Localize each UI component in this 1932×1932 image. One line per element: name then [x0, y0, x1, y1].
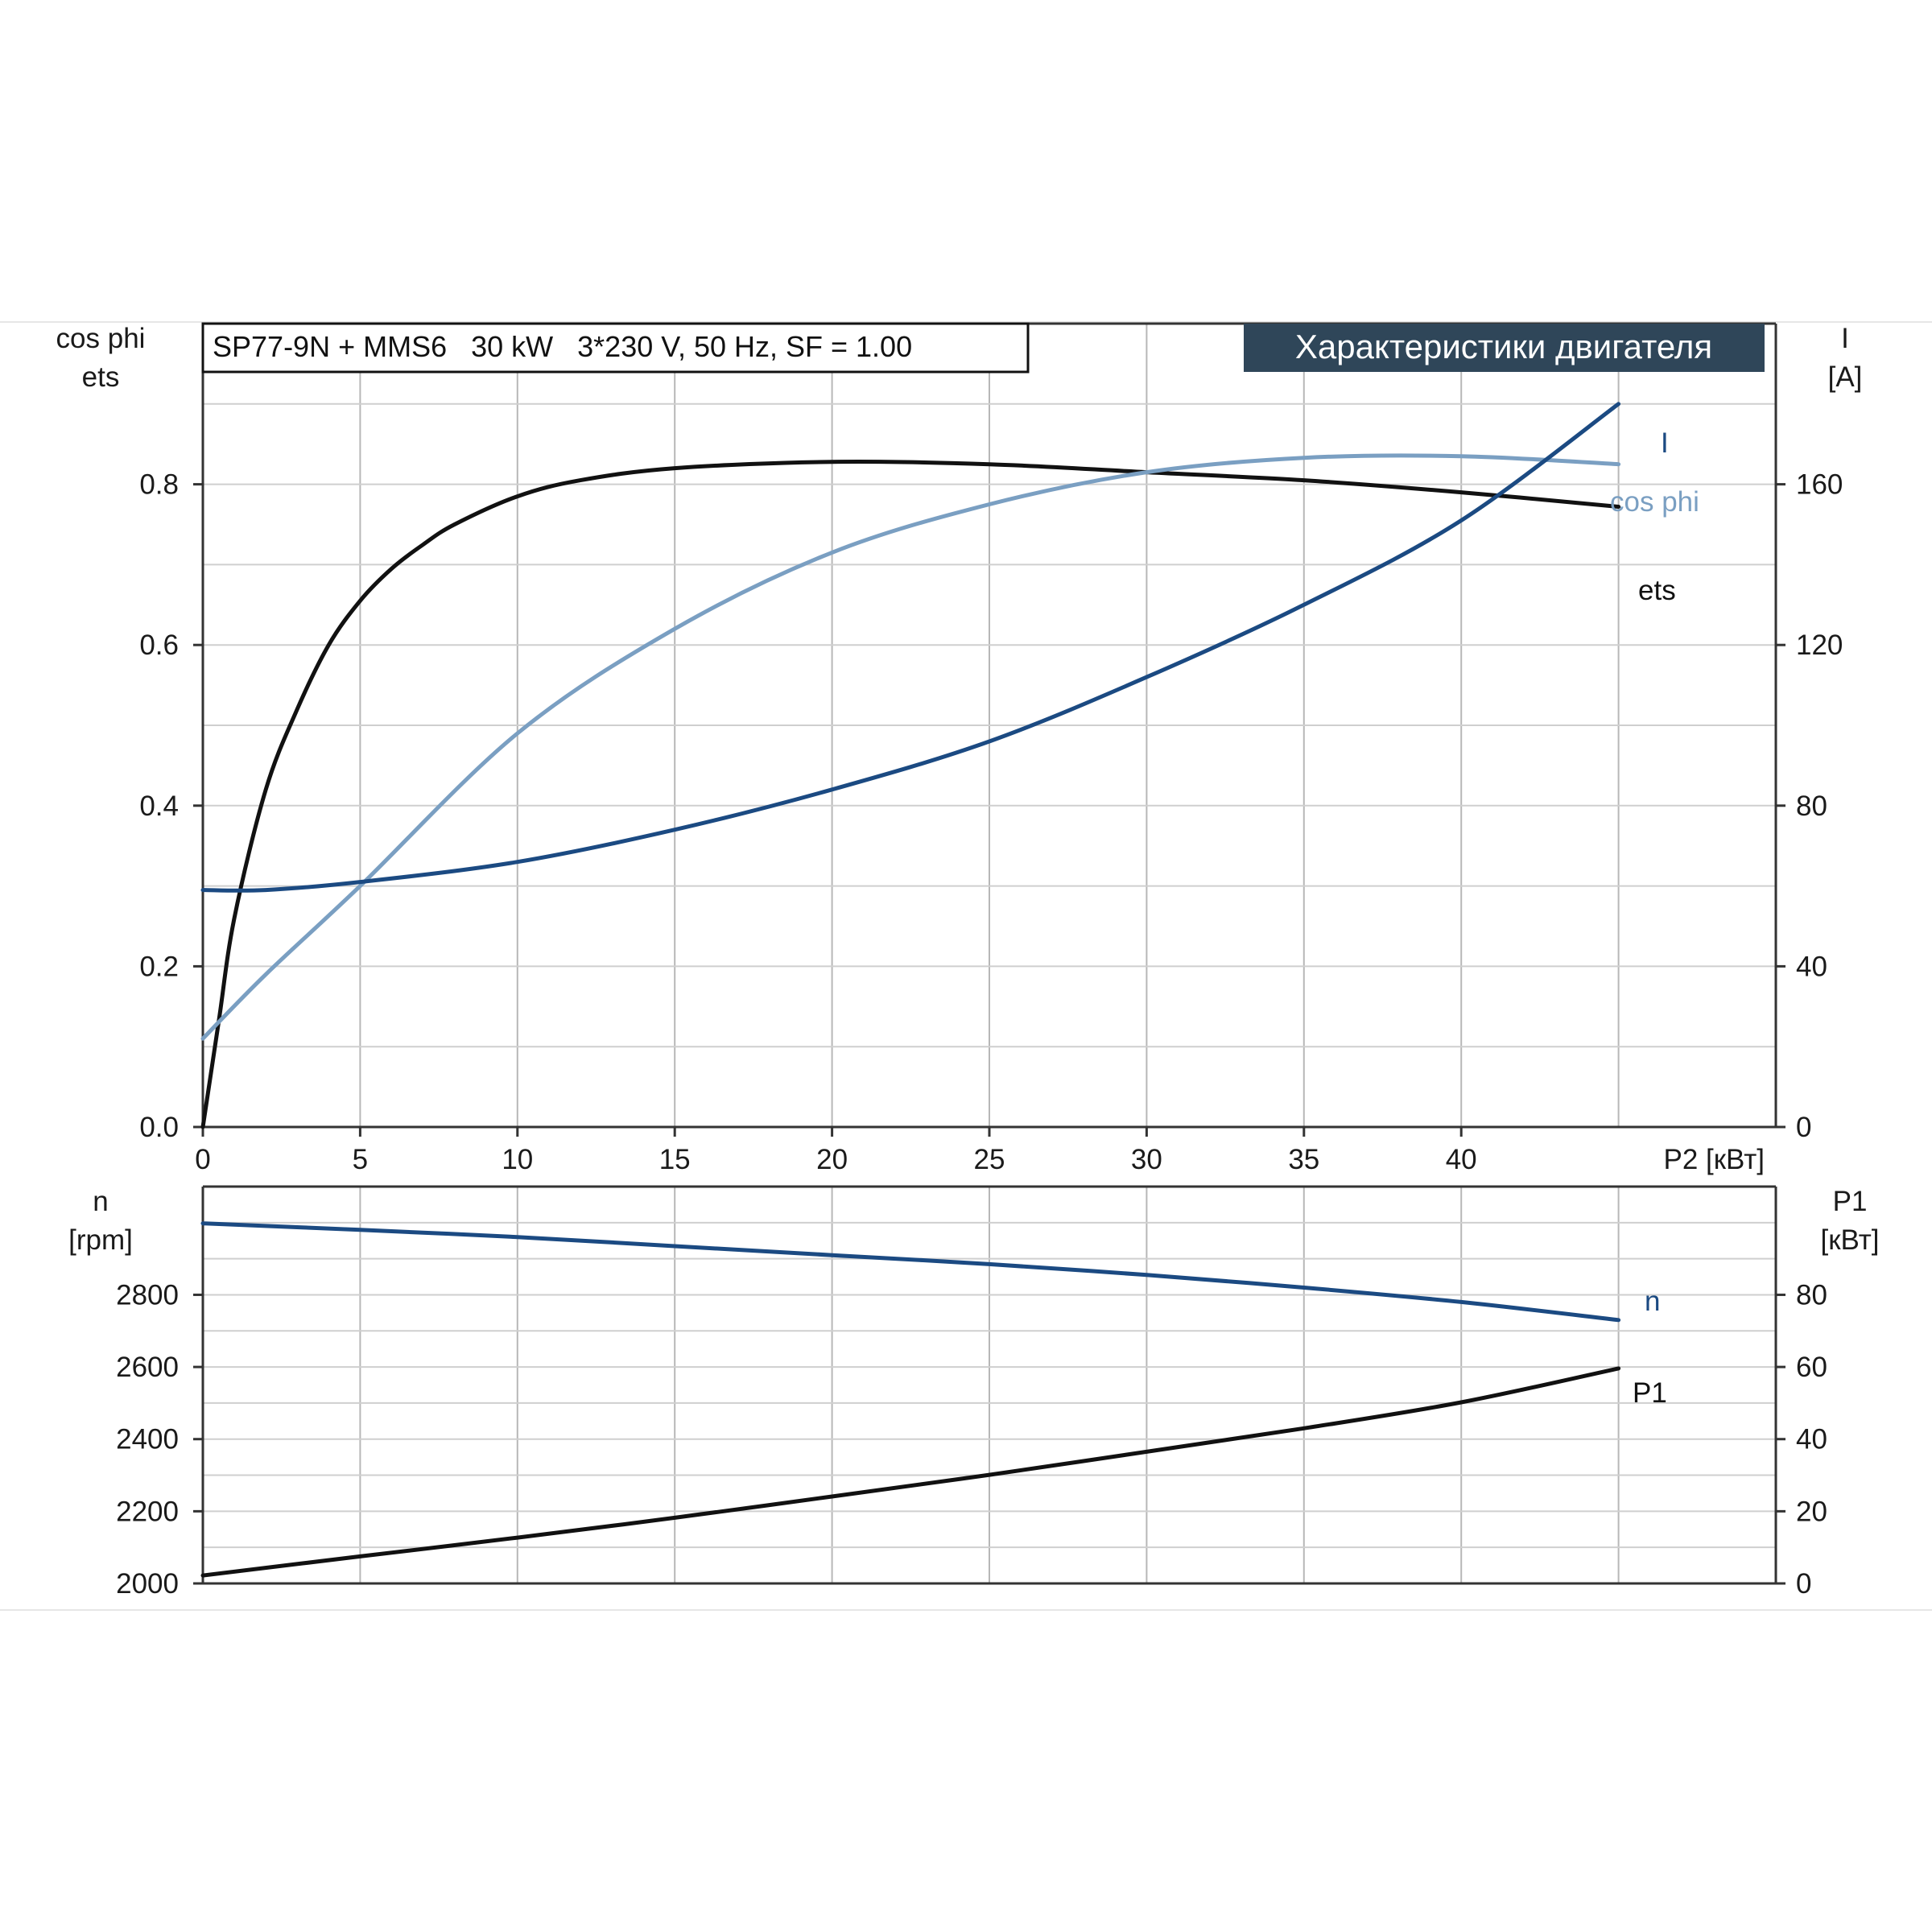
curve-label-cos-phi: cos phi — [1610, 486, 1699, 518]
upper-x-tick-label: 30 — [1131, 1144, 1162, 1175]
upper-right-tick-label: 0 — [1796, 1112, 1811, 1143]
upper-left-tick-label: 0.0 — [139, 1112, 179, 1143]
upper-grid — [201, 322, 1777, 1129]
lower-right-tick-label: 40 — [1796, 1424, 1827, 1455]
upper-right-tick-label: 160 — [1796, 469, 1843, 501]
lower-right-tick-label: 0 — [1796, 1568, 1811, 1600]
lower-right-tick-label: 80 — [1796, 1279, 1827, 1311]
lower-series-p1-line — [200, 1366, 1621, 1578]
upper-x-tick-label: 35 — [1288, 1144, 1319, 1175]
upper-x-axis-label: P2 [кВт] — [1663, 1144, 1765, 1175]
curve-label-ets: ets — [1638, 575, 1676, 606]
curve-label-I: I — [1661, 427, 1669, 459]
upper-x-tick-label: 0 — [195, 1144, 210, 1175]
upper-left-tick-label: 0.6 — [139, 630, 179, 661]
upper-x-tick-label: 15 — [659, 1144, 691, 1175]
lower-right-axis-label-1: P1 — [1833, 1186, 1868, 1217]
curve-label-n: n — [1645, 1286, 1660, 1317]
lower-left-axis-label-1: n — [93, 1186, 108, 1217]
lower-series-n-line — [200, 1221, 1621, 1323]
model-label: SP77-9N + MMS6 30 kW 3*230 V, 50 Hz, SF … — [213, 330, 912, 363]
lower-left-tick-label: 2800 — [116, 1279, 179, 1311]
chart-title: Характеристики двигателя — [1295, 328, 1712, 365]
upper-series-cos-phi-line — [200, 453, 1621, 1041]
lower-left-tick-label: 2400 — [116, 1424, 179, 1455]
upper-right-axis-label-2: [A] — [1828, 361, 1863, 393]
upper-series-i-line — [200, 402, 1621, 893]
lower-right-axis-label-2: [кВт] — [1821, 1224, 1880, 1256]
upper-x-tick-label: 10 — [502, 1144, 533, 1175]
upper-right-tick-label: 120 — [1796, 630, 1843, 661]
upper-series — [200, 402, 1621, 1129]
title-box — [1244, 324, 1765, 372]
lower-right-tick-label: 20 — [1796, 1496, 1827, 1527]
upper-left-tick-label: 0.2 — [139, 951, 179, 982]
upper-series-ets-line — [200, 459, 1621, 1129]
upper-x-tick-label: 25 — [974, 1144, 1005, 1175]
upper-right-axis-label-1: I — [1841, 323, 1849, 354]
upper-left-tick-label: 0.8 — [139, 469, 179, 501]
upper-x-tick-label: 40 — [1446, 1144, 1477, 1175]
lower-right-tick-label: 60 — [1796, 1352, 1827, 1383]
upper-right-tick-label: 40 — [1796, 951, 1827, 982]
lower-series — [200, 1221, 1621, 1578]
lower-left-tick-label: 2000 — [116, 1568, 179, 1600]
curve-label-P1: P1 — [1633, 1377, 1667, 1409]
upper-left-axis-label-2: ets — [82, 361, 120, 393]
upper-left-tick-label: 0.4 — [139, 791, 179, 822]
lower-grid — [201, 1185, 1777, 1585]
upper-ticks: 0.0 0.2 0.4 0.6 0.8 0 40 80 120 160 0 5 10 15 20 25 30 35… — [139, 469, 1843, 1175]
lower-left-tick-label: 2600 — [116, 1352, 179, 1383]
lower-ticks: 2000 2200 2400 2600 2800 0 20 40 60 80 — [116, 1279, 1827, 1600]
upper-x-tick-label: 20 — [816, 1144, 848, 1175]
lower-left-tick-label: 2200 — [116, 1496, 179, 1527]
upper-right-tick-label: 80 — [1796, 791, 1827, 822]
upper-x-tick-label: 5 — [353, 1144, 368, 1175]
model-label-box — [201, 322, 1030, 374]
lower-left-axis-label-2: [rpm] — [68, 1224, 133, 1256]
upper-left-axis-label-1: cos phi — [56, 323, 146, 354]
